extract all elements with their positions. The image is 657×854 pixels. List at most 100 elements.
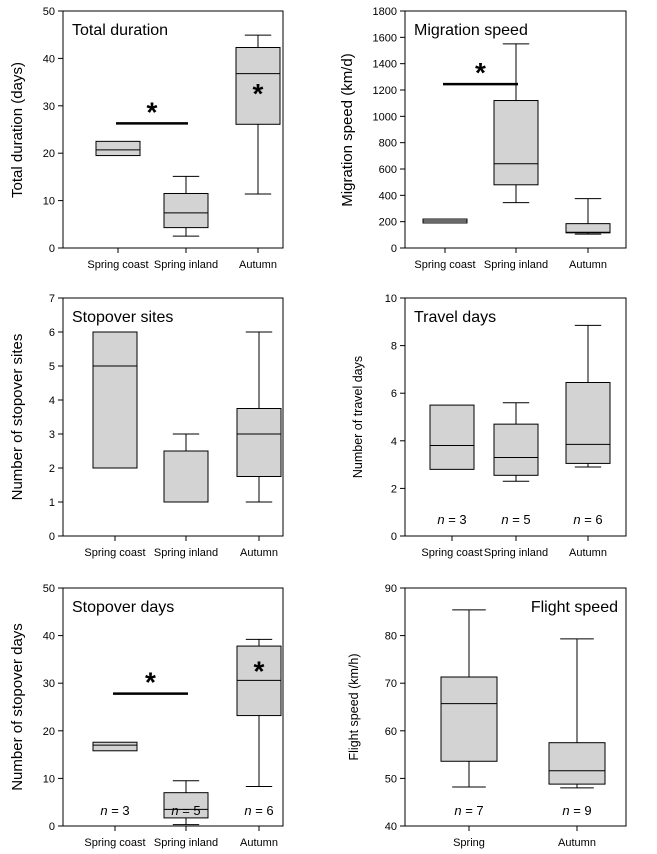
box-1 — [493, 402, 539, 482]
sample-size-label: n = 9 — [562, 803, 591, 818]
x-tick-label: Autumn — [240, 837, 278, 849]
box-1 — [493, 43, 539, 204]
y-tick-label: 3 — [49, 429, 55, 441]
sample-size-label: n = 3 — [100, 803, 129, 818]
y-tick-label: 4 — [49, 395, 55, 407]
iqr-box — [92, 741, 138, 752]
y-tick-label: 0 — [391, 243, 397, 255]
iqr-box — [493, 423, 539, 476]
y-axis-label: Number of stopover sites — [9, 334, 26, 501]
iqr-box — [163, 450, 209, 503]
y-tick-label: 40 — [43, 53, 55, 65]
flight-speed-panel: 40 50 60 70 80 90 Spring Autumn Flight speed (km… — [347, 583, 627, 849]
y-tick-label: 5 — [49, 361, 55, 373]
y-tick-label: 400 — [379, 190, 397, 202]
significance-star: * — [147, 96, 158, 127]
x-tick-label: Autumn — [240, 547, 278, 559]
box-2 — [236, 638, 282, 787]
box-significance-star: * — [253, 78, 264, 109]
x-tick-label: Spring inland — [154, 259, 218, 271]
iqr-box — [493, 100, 539, 186]
x-tick-label: Spring — [453, 837, 485, 849]
y-tick-label: 0 — [391, 531, 397, 543]
x-tick-label: Autumn — [239, 259, 277, 271]
travel-days-panel: 0 2 4 6 8 10 Spring coast Spring inland Autumn Nu… — [351, 293, 627, 559]
iqr-box — [440, 676, 498, 762]
y-tick-label: 8 — [391, 341, 397, 353]
y-tick-label: 1 — [49, 497, 55, 509]
iqr-box — [92, 331, 138, 469]
y-axis-label: Number of travel days — [351, 356, 365, 478]
box-2 — [235, 34, 281, 195]
panel-title: Travel days — [414, 309, 496, 326]
y-tick-label: 800 — [379, 138, 397, 150]
iqr-box — [163, 792, 209, 819]
x-tick-label: Autumn — [569, 547, 607, 559]
y-tick-label: 0 — [49, 821, 55, 833]
plot-frame — [62, 587, 284, 827]
y-tick-label: 30 — [43, 101, 55, 113]
sample-size-label: n = 5 — [171, 803, 200, 818]
plot-frame — [62, 297, 284, 537]
box-significance-star: * — [254, 656, 265, 687]
y-tick-label: 10 — [385, 293, 397, 305]
box-0 — [440, 609, 498, 788]
y-tick-label: 1600 — [373, 32, 397, 44]
box-1 — [548, 638, 606, 789]
y-tick-label: 200 — [379, 217, 397, 229]
y-tick-label: 50 — [385, 773, 397, 785]
x-tick-label: Spring inland — [484, 547, 548, 559]
significance-star: * — [475, 57, 486, 88]
sample-size-label: n = 3 — [437, 512, 466, 527]
box-2 — [565, 324, 611, 468]
y-tick-label: 2 — [49, 463, 55, 475]
panel-title: Total duration — [72, 22, 168, 39]
y-tick-label: 20 — [43, 148, 55, 160]
x-tick-label: Spring coast — [84, 837, 145, 849]
x-tick-label: Spring coast — [87, 259, 148, 271]
y-axis-label: Total duration (days) — [9, 62, 26, 198]
y-tick-label: 40 — [385, 821, 397, 833]
box-0 — [95, 140, 141, 157]
plot-frame — [62, 10, 284, 249]
y-tick-label: 70 — [385, 678, 397, 690]
y-tick-label: 2 — [391, 483, 397, 495]
x-tick-label: Spring inland — [154, 837, 218, 849]
box-0 — [92, 741, 138, 752]
x-tick-label: Spring inland — [154, 547, 218, 559]
y-axis-label: Migration speed (km/d) — [339, 53, 356, 206]
sample-size-label: n = 6 — [244, 803, 273, 818]
y-tick-label: 1200 — [373, 85, 397, 97]
y-tick-label: 40 — [43, 631, 55, 643]
iqr-box — [235, 46, 281, 125]
y-tick-label: 6 — [49, 327, 55, 339]
x-tick-label: Autumn — [558, 837, 596, 849]
y-tick-label: 0 — [49, 531, 55, 543]
panel-title: Migration speed — [414, 22, 528, 39]
iqr-box — [163, 192, 209, 229]
y-tick-label: 4 — [391, 436, 397, 448]
y-tick-label: 600 — [379, 164, 397, 176]
stopover-sites-panel: 0 1 2 3 4 5 6 7 Spring coast Spring inland Autumn N… — [9, 293, 284, 559]
y-tick-label: 30 — [43, 678, 55, 690]
iqr-box — [548, 742, 606, 785]
y-tick-label: 50 — [43, 583, 55, 595]
iqr-box — [95, 140, 141, 157]
y-tick-label: 1400 — [373, 59, 397, 71]
box-1 — [163, 175, 209, 237]
x-tick-label: Spring coast — [414, 259, 475, 271]
x-tick-label: Spring coast — [84, 547, 145, 559]
total-duration-panel: 0 10 20 30 40 50 Spring coast Spring inland Autu… — [9, 6, 284, 271]
panel-title: Flight speed — [531, 599, 618, 616]
y-tick-label: 0 — [49, 243, 55, 255]
x-tick-label: Spring inland — [484, 259, 548, 271]
sample-size-label: n = 6 — [573, 512, 602, 527]
significance-star: * — [145, 667, 156, 698]
box-0 — [429, 404, 475, 470]
y-axis-label: Number of stopover days — [9, 623, 26, 791]
y-tick-label: 6 — [391, 388, 397, 400]
y-tick-label: 80 — [385, 631, 397, 643]
panel-title: Stopover sites — [72, 309, 173, 326]
y-tick-label: 10 — [43, 773, 55, 785]
